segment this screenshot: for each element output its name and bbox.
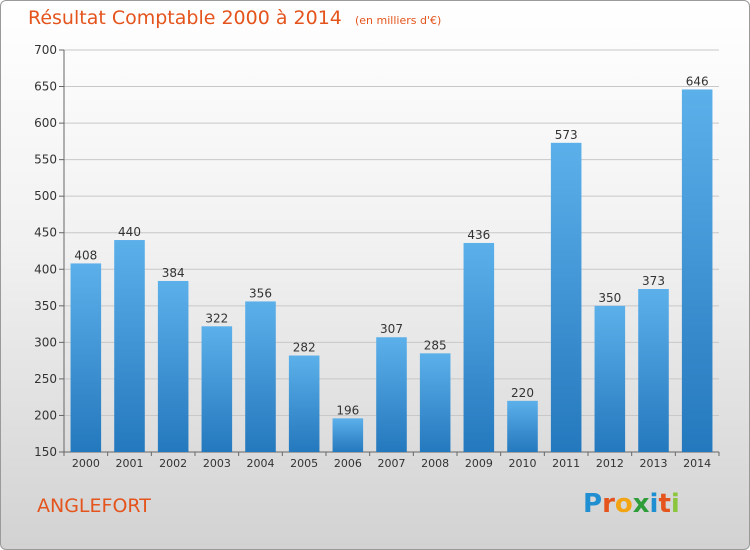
x-tick-label: 2011 xyxy=(552,457,580,470)
y-tick-label: 350 xyxy=(34,299,57,313)
chart-title: Résultat Comptable 2000 à 2014 xyxy=(28,7,342,29)
bar-2004[interactable] xyxy=(245,301,276,452)
value-label: 573 xyxy=(555,128,578,142)
y-tick-label: 500 xyxy=(34,189,57,203)
x-tick-label: 2012 xyxy=(596,457,624,470)
bar-2007[interactable] xyxy=(376,337,407,452)
y-tick-label: 600 xyxy=(34,116,57,130)
y-tick-label: 450 xyxy=(34,226,57,240)
bar-2010[interactable] xyxy=(507,400,538,452)
bar-2013[interactable] xyxy=(638,289,669,452)
title-row: Résultat Comptable 2000 à 2014 (en milli… xyxy=(28,7,441,29)
bar-2002[interactable] xyxy=(157,280,189,452)
value-label: 307 xyxy=(380,322,403,336)
bar-2009[interactable] xyxy=(463,242,495,452)
y-tick-label: 400 xyxy=(34,262,57,276)
value-label: 282 xyxy=(293,341,316,355)
y-tick-label: 700 xyxy=(34,43,57,57)
x-tick-label: 2007 xyxy=(378,457,406,470)
bar-2005[interactable] xyxy=(288,355,320,452)
logo-letter: i xyxy=(670,489,680,519)
value-label: 440 xyxy=(118,225,141,239)
bar-2001[interactable] xyxy=(114,240,145,452)
y-tick-label: 250 xyxy=(34,372,57,386)
logo-letter: o xyxy=(614,489,633,519)
y-tick-label: 200 xyxy=(34,408,57,422)
x-tick-label: 2003 xyxy=(203,457,231,470)
label-layer: 408 2000 440 2001 384 2002 322 2003 356 2004 282 20… xyxy=(72,74,711,470)
y-tick-label: 650 xyxy=(34,80,57,94)
bar-2003[interactable] xyxy=(201,326,233,452)
bar-2014[interactable] xyxy=(681,89,713,453)
logo-letter: x xyxy=(632,489,650,519)
x-tick-label: 2000 xyxy=(72,457,100,470)
value-label: 196 xyxy=(336,403,359,417)
bar-2011[interactable] xyxy=(550,142,582,453)
value-label: 646 xyxy=(686,74,709,88)
y-tick-label: 550 xyxy=(34,153,57,167)
x-tick-label: 2005 xyxy=(290,457,318,470)
logo-letter: r xyxy=(602,489,615,519)
proxiti-logo[interactable]: Proxiti xyxy=(583,489,680,519)
x-tick-label: 2013 xyxy=(640,457,668,470)
bar-2012[interactable] xyxy=(594,305,626,452)
logo-letter: P xyxy=(583,489,603,519)
x-tick-label: 2001 xyxy=(116,457,144,470)
logo-letter: t xyxy=(658,489,671,519)
x-tick-label: 2009 xyxy=(465,457,493,470)
value-label: 408 xyxy=(74,248,97,262)
x-tick-label: 2002 xyxy=(159,457,187,470)
y-tick-label: 150 xyxy=(34,445,57,459)
value-label: 373 xyxy=(642,274,665,288)
x-tick-label: 2008 xyxy=(421,457,449,470)
x-tick-label: 2010 xyxy=(509,457,537,470)
x-tick-label: 2014 xyxy=(683,457,711,470)
commune-name: ANGLEFORT xyxy=(37,495,151,517)
value-label: 356 xyxy=(249,286,272,300)
value-label: 285 xyxy=(424,338,447,352)
bar-2008[interactable] xyxy=(419,353,451,452)
bar-2000[interactable] xyxy=(70,263,102,452)
value-label: 436 xyxy=(467,228,490,242)
y-tick-label: 300 xyxy=(34,335,57,349)
value-label: 220 xyxy=(511,386,534,400)
x-tick-label: 2006 xyxy=(334,457,362,470)
value-label: 322 xyxy=(205,311,228,325)
x-tick-label: 2004 xyxy=(247,457,275,470)
logo-letter: i xyxy=(649,489,659,519)
bar-layer xyxy=(70,89,713,453)
axis-layer: 150 200 250 300 350 400 450 500 550 600 650 700 xyxy=(34,43,720,459)
value-label: 350 xyxy=(598,291,621,305)
bar-2006[interactable] xyxy=(332,418,364,452)
chart-subtitle: (en milliers d'€) xyxy=(354,14,442,27)
value-label: 384 xyxy=(162,266,185,280)
